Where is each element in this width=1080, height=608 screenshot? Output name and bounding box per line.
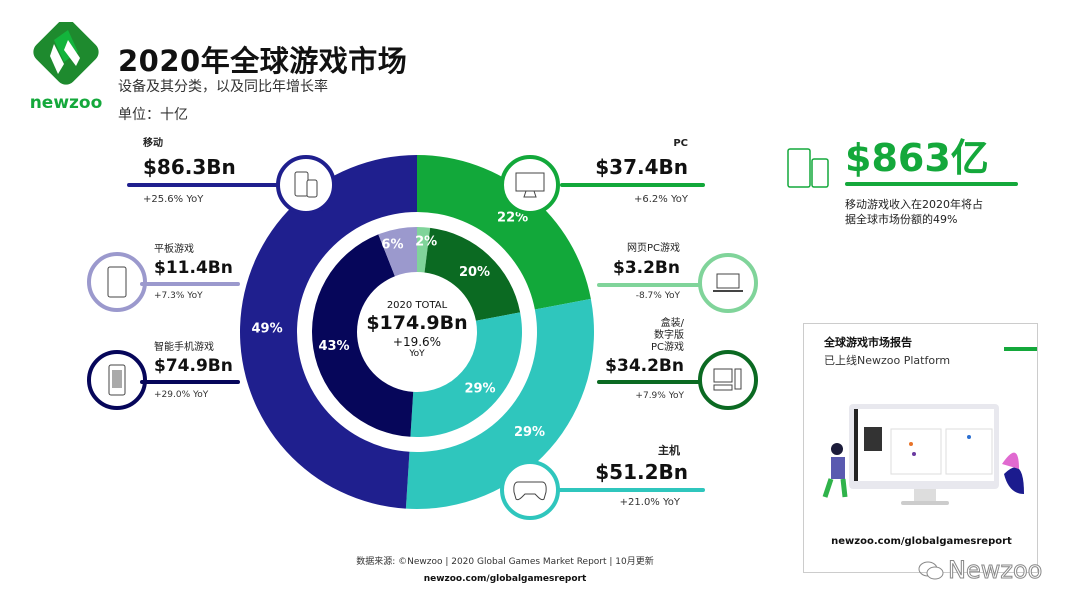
highlight-line <box>845 182 1018 186</box>
svg-text:newzoo: newzoo <box>30 93 103 113</box>
inner-pct-label-2: 29% <box>464 382 495 397</box>
report-accent-bar <box>1004 347 1037 351</box>
inner-pct-label-3: 43% <box>318 339 349 354</box>
smartphone-label: 智能手机游戏 <box>154 342 214 353</box>
mobile-revenue-value: $863亿 <box>845 136 989 180</box>
page-title: 2020年全球游戏市场 <box>118 44 408 78</box>
wechat-watermark: Newzoo <box>918 556 1043 585</box>
smartphone-yoy: +29.0% YoY <box>154 390 209 400</box>
pc-label: PC <box>673 138 688 149</box>
tablet-yoy: +7.3% YoY <box>154 291 203 301</box>
console-value: $51.2Bn <box>595 460 688 484</box>
note-line-1: 移动游戏收入在2020年将占 <box>845 198 983 211</box>
laptop-icon <box>698 253 758 313</box>
desktop-computer-icon <box>698 350 758 410</box>
highlight-note: 移动游戏收入在2020年将占 据全球市场份额的49% <box>845 197 983 227</box>
boxed-pc-value: $34.2Bn <box>605 356 684 376</box>
unit-label: 单位：十亿 <box>118 107 188 123</box>
pc-line <box>560 183 705 187</box>
console-yoy: +21.0% YoY <box>619 497 680 508</box>
boxed-pc-yoy: +7.9% YoY <box>635 391 684 401</box>
center-total: 2020 TOTAL $174.9Bn +19.6% YoY <box>357 300 477 360</box>
tablet-value: $11.4Bn <box>154 258 233 278</box>
outer-pct-label-0: 22% <box>497 210 528 225</box>
boxed-pc-line <box>597 380 707 384</box>
browser-pc-line <box>597 283 707 287</box>
report-promo-card[interactable]: 全球游戏市场报告 已上线Newzoo Platform newzoo.com/g… <box>803 323 1038 573</box>
boxed-pc-label: 盒装/ 数字版 PC游戏 <box>650 318 684 353</box>
mobile-label: 移动 <box>143 138 163 149</box>
mobile-yoy: +25.6% YoY <box>143 194 204 205</box>
outer-slice-2 <box>240 155 417 509</box>
outer-pct-label-2: 49% <box>252 321 283 336</box>
center-value: $174.9Bn <box>366 312 468 334</box>
monitor-icon <box>500 155 560 215</box>
platform-illustration <box>822 404 1024 505</box>
tablet-line <box>140 282 240 286</box>
mobile-value: $86.3Bn <box>143 155 236 179</box>
smartphone-value: $74.9Bn <box>154 356 233 376</box>
inner-pct-label-0: 2% <box>415 234 437 249</box>
tablet-label: 平板游戏 <box>154 244 194 255</box>
page-subtitle: 设备及其分类，以及同比年增长率 <box>118 79 328 95</box>
inner-slice-0 <box>417 227 431 273</box>
inner-slice-3 <box>312 234 414 437</box>
outer-slice-0 <box>417 155 591 310</box>
newzoo-logo: newzoo <box>28 19 104 126</box>
phones-icon <box>276 155 336 215</box>
inner-pct-label-1: 20% <box>459 265 490 280</box>
inner-slice-4 <box>378 227 417 277</box>
mobile-devices-icon <box>786 147 832 193</box>
center-label: 2020 TOTAL <box>386 300 448 311</box>
console-label: 主机 <box>658 444 680 457</box>
inner-pct-label-4: 6% <box>381 237 403 252</box>
wechat-icon <box>918 561 944 580</box>
watermark-text: Newzoo <box>947 556 1043 585</box>
outer-slice-1 <box>405 298 594 509</box>
browser-pc-value: $3.2Bn <box>612 258 680 278</box>
pc-value: $37.4Bn <box>595 155 688 179</box>
center-growth: +19.6% <box>392 335 442 349</box>
footer-url[interactable]: newzoo.com/globalgamesreport <box>423 574 587 584</box>
report-subtitle: 已上线Newzoo Platform <box>824 354 951 367</box>
tablet-icon <box>87 252 147 312</box>
inner-slice-2 <box>410 312 522 437</box>
note-line-2: 据全球市场份额的49% <box>845 213 958 226</box>
smartphone-line <box>140 380 240 384</box>
inner-slice-1 <box>424 227 521 321</box>
outer-pct-label-1: 29% <box>514 425 545 440</box>
browser-pc-yoy: -8.7% YoY <box>635 291 680 301</box>
pc-yoy: +6.2% YoY <box>634 194 688 205</box>
center-yoy: YoY <box>409 349 425 359</box>
report-title: 全球游戏市场报告 <box>824 336 912 349</box>
browser-pc-label: 网页PC游戏 <box>626 243 680 254</box>
console-line <box>545 488 705 492</box>
footer-source: 数据来源: ©Newzoo | 2020 Global Games Market… <box>356 557 654 567</box>
gamepad-icon <box>500 460 560 520</box>
report-url[interactable]: newzoo.com/globalgamesreport <box>831 536 1012 547</box>
mobile-line <box>127 183 287 187</box>
smartphone-icon <box>87 350 147 410</box>
